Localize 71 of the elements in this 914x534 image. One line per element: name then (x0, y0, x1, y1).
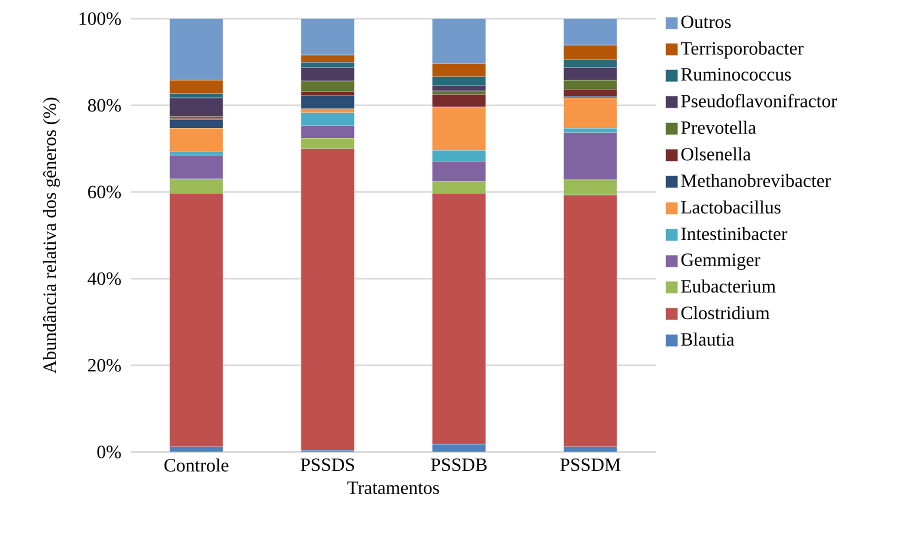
bar (432, 76, 486, 86)
bar (169, 193, 224, 447)
legend-label: Gemmiger (681, 254, 760, 270)
bar (563, 18, 618, 46)
y-tick-label: 40% (88, 272, 121, 285)
legend-label: Lactobacillus (681, 200, 780, 214)
bar (169, 98, 224, 117)
bar (432, 150, 486, 162)
bar (300, 54, 355, 63)
bar (300, 148, 355, 450)
bar (300, 96, 355, 109)
bar (432, 193, 486, 444)
legend-label: Eubacterium (681, 280, 776, 293)
y-tick-label: 60% (88, 186, 121, 198)
legend-label: Ruminococcus (681, 68, 791, 81)
legend-label: Olsenella (681, 147, 751, 160)
bar (432, 85, 486, 92)
y-tick-label: 100% (80, 12, 121, 25)
bar (300, 18, 355, 56)
bar (563, 132, 618, 180)
bar (432, 444, 486, 452)
legend-label: Methanobrevibacter (681, 174, 831, 188)
y-tick-label: 80% (88, 98, 121, 112)
bar (563, 446, 618, 452)
y-tick-label: 0% (97, 446, 121, 458)
legend-label: Outros (681, 16, 731, 28)
bar (563, 89, 618, 96)
bar (432, 18, 486, 64)
bar (432, 90, 486, 95)
bar (432, 64, 486, 77)
bar (563, 67, 618, 80)
x-tick-label: Controle (164, 458, 228, 472)
bar (300, 91, 355, 96)
bar (169, 154, 224, 180)
bar (300, 67, 355, 82)
bar (563, 98, 618, 128)
bar (300, 138, 355, 149)
bar (563, 194, 618, 447)
bar (300, 80, 355, 92)
bar (300, 112, 355, 126)
bar (432, 106, 486, 151)
legend-label: Terrisporobacter (680, 42, 804, 58)
bar (169, 18, 224, 80)
bar (169, 80, 224, 94)
bar (432, 181, 486, 194)
x-tick-label: PSSDM (560, 458, 620, 472)
bar (300, 62, 355, 68)
bar (563, 80, 618, 90)
x-tick-label: PSSDB (431, 458, 487, 472)
legend-label: Pseudoflavonifractor (681, 94, 837, 108)
bar (169, 151, 224, 156)
x-axis-title: Tratamentos (347, 482, 439, 494)
bar (563, 60, 618, 68)
legend-label: Prevotella (681, 120, 756, 134)
bar (300, 125, 355, 138)
legend-label: Blautia (681, 332, 734, 346)
bar (169, 178, 224, 194)
bar (300, 108, 355, 113)
bar (432, 94, 486, 108)
bar (563, 128, 618, 133)
bar (432, 161, 486, 182)
y-axis-title: Abundância relativa dos gêneros (%) (42, 98, 60, 374)
bar (169, 128, 224, 152)
bar (563, 44, 618, 60)
legend-label: Clostridium (681, 306, 770, 320)
x-tick-label: PSSDS (300, 458, 354, 472)
legend-label: Intestinibacter (681, 226, 788, 240)
bar (169, 446, 224, 452)
bar (169, 119, 224, 128)
y-tick-label: 20% (88, 358, 121, 372)
bar (563, 180, 618, 196)
